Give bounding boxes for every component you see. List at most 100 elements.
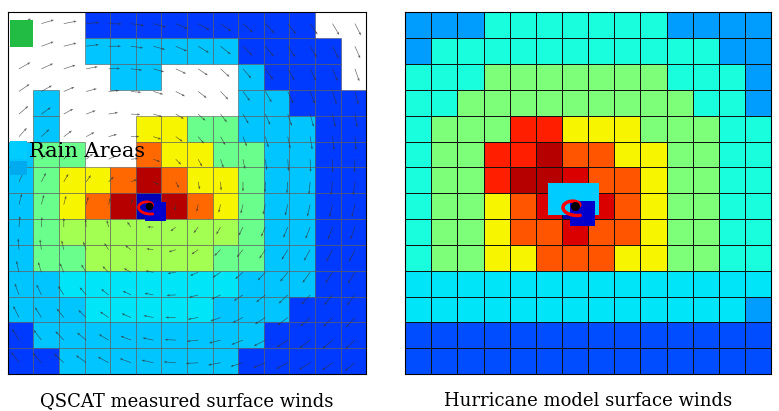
Bar — [432, 64, 457, 90]
Bar — [213, 219, 238, 245]
Bar — [85, 322, 110, 348]
Bar — [693, 219, 719, 245]
Bar — [536, 12, 562, 38]
Bar — [640, 245, 667, 271]
Bar — [264, 167, 289, 193]
Bar — [562, 296, 588, 322]
Bar — [693, 296, 719, 322]
Bar — [562, 348, 588, 374]
Bar — [588, 348, 615, 374]
Bar — [315, 245, 340, 271]
Bar — [136, 348, 161, 374]
Bar — [432, 38, 457, 64]
Bar — [8, 141, 33, 167]
Bar — [405, 296, 432, 322]
Bar — [315, 271, 340, 296]
Bar — [33, 115, 59, 141]
Bar — [85, 219, 110, 245]
Bar — [289, 38, 315, 64]
Bar — [238, 322, 264, 348]
Bar — [264, 141, 289, 167]
Bar — [509, 296, 536, 322]
Bar — [536, 38, 562, 64]
Bar — [667, 12, 693, 38]
Bar — [457, 64, 484, 90]
Bar — [161, 12, 187, 38]
Bar — [213, 12, 238, 38]
Bar — [719, 64, 745, 90]
Bar — [238, 193, 264, 219]
Bar — [85, 348, 110, 374]
Bar — [693, 141, 719, 167]
Bar — [484, 38, 509, 64]
Bar — [457, 219, 484, 245]
Bar — [432, 296, 457, 322]
Bar — [264, 219, 289, 245]
Bar — [187, 12, 213, 38]
Bar — [238, 64, 264, 90]
Bar — [615, 322, 640, 348]
Bar — [85, 38, 110, 64]
Bar — [745, 271, 771, 296]
Bar — [562, 90, 588, 115]
Bar — [588, 115, 615, 141]
Bar — [693, 167, 719, 193]
Bar — [238, 90, 264, 115]
Bar — [213, 141, 238, 167]
Bar — [264, 348, 289, 374]
Bar — [289, 115, 315, 141]
Bar — [588, 193, 615, 219]
Bar — [161, 38, 187, 64]
Bar — [640, 12, 667, 38]
Bar — [59, 322, 85, 348]
Bar — [289, 322, 315, 348]
Bar — [667, 219, 693, 245]
Bar — [8, 348, 33, 374]
Bar — [110, 348, 136, 374]
Bar — [640, 348, 667, 374]
FancyBboxPatch shape — [145, 203, 167, 221]
Bar — [289, 245, 315, 271]
Bar — [693, 38, 719, 64]
Bar — [562, 245, 588, 271]
Bar — [187, 348, 213, 374]
Bar — [719, 193, 745, 219]
Bar — [213, 322, 238, 348]
Bar — [161, 245, 187, 271]
Bar — [745, 64, 771, 90]
Bar — [667, 38, 693, 64]
Bar — [588, 322, 615, 348]
Bar — [457, 12, 484, 38]
Bar — [289, 64, 315, 90]
Bar — [484, 115, 509, 141]
Bar — [562, 193, 588, 219]
Bar — [161, 271, 187, 296]
Bar — [289, 193, 315, 219]
Bar — [33, 348, 59, 374]
Bar — [719, 322, 745, 348]
Bar — [187, 245, 213, 271]
Bar — [615, 141, 640, 167]
Bar — [340, 193, 366, 219]
Bar — [8, 219, 33, 245]
Bar — [719, 141, 745, 167]
Bar — [213, 296, 238, 322]
Bar — [693, 64, 719, 90]
Bar — [640, 296, 667, 322]
Bar — [509, 12, 536, 38]
Bar — [719, 38, 745, 64]
Bar — [405, 245, 432, 271]
Bar — [484, 348, 509, 374]
Bar — [136, 271, 161, 296]
Bar — [9, 20, 33, 47]
Bar — [33, 167, 59, 193]
Bar — [615, 271, 640, 296]
Bar — [562, 271, 588, 296]
Bar — [719, 167, 745, 193]
Bar — [315, 167, 340, 193]
Bar — [110, 296, 136, 322]
Bar — [484, 167, 509, 193]
Bar — [484, 245, 509, 271]
Bar — [562, 64, 588, 90]
Bar — [110, 38, 136, 64]
